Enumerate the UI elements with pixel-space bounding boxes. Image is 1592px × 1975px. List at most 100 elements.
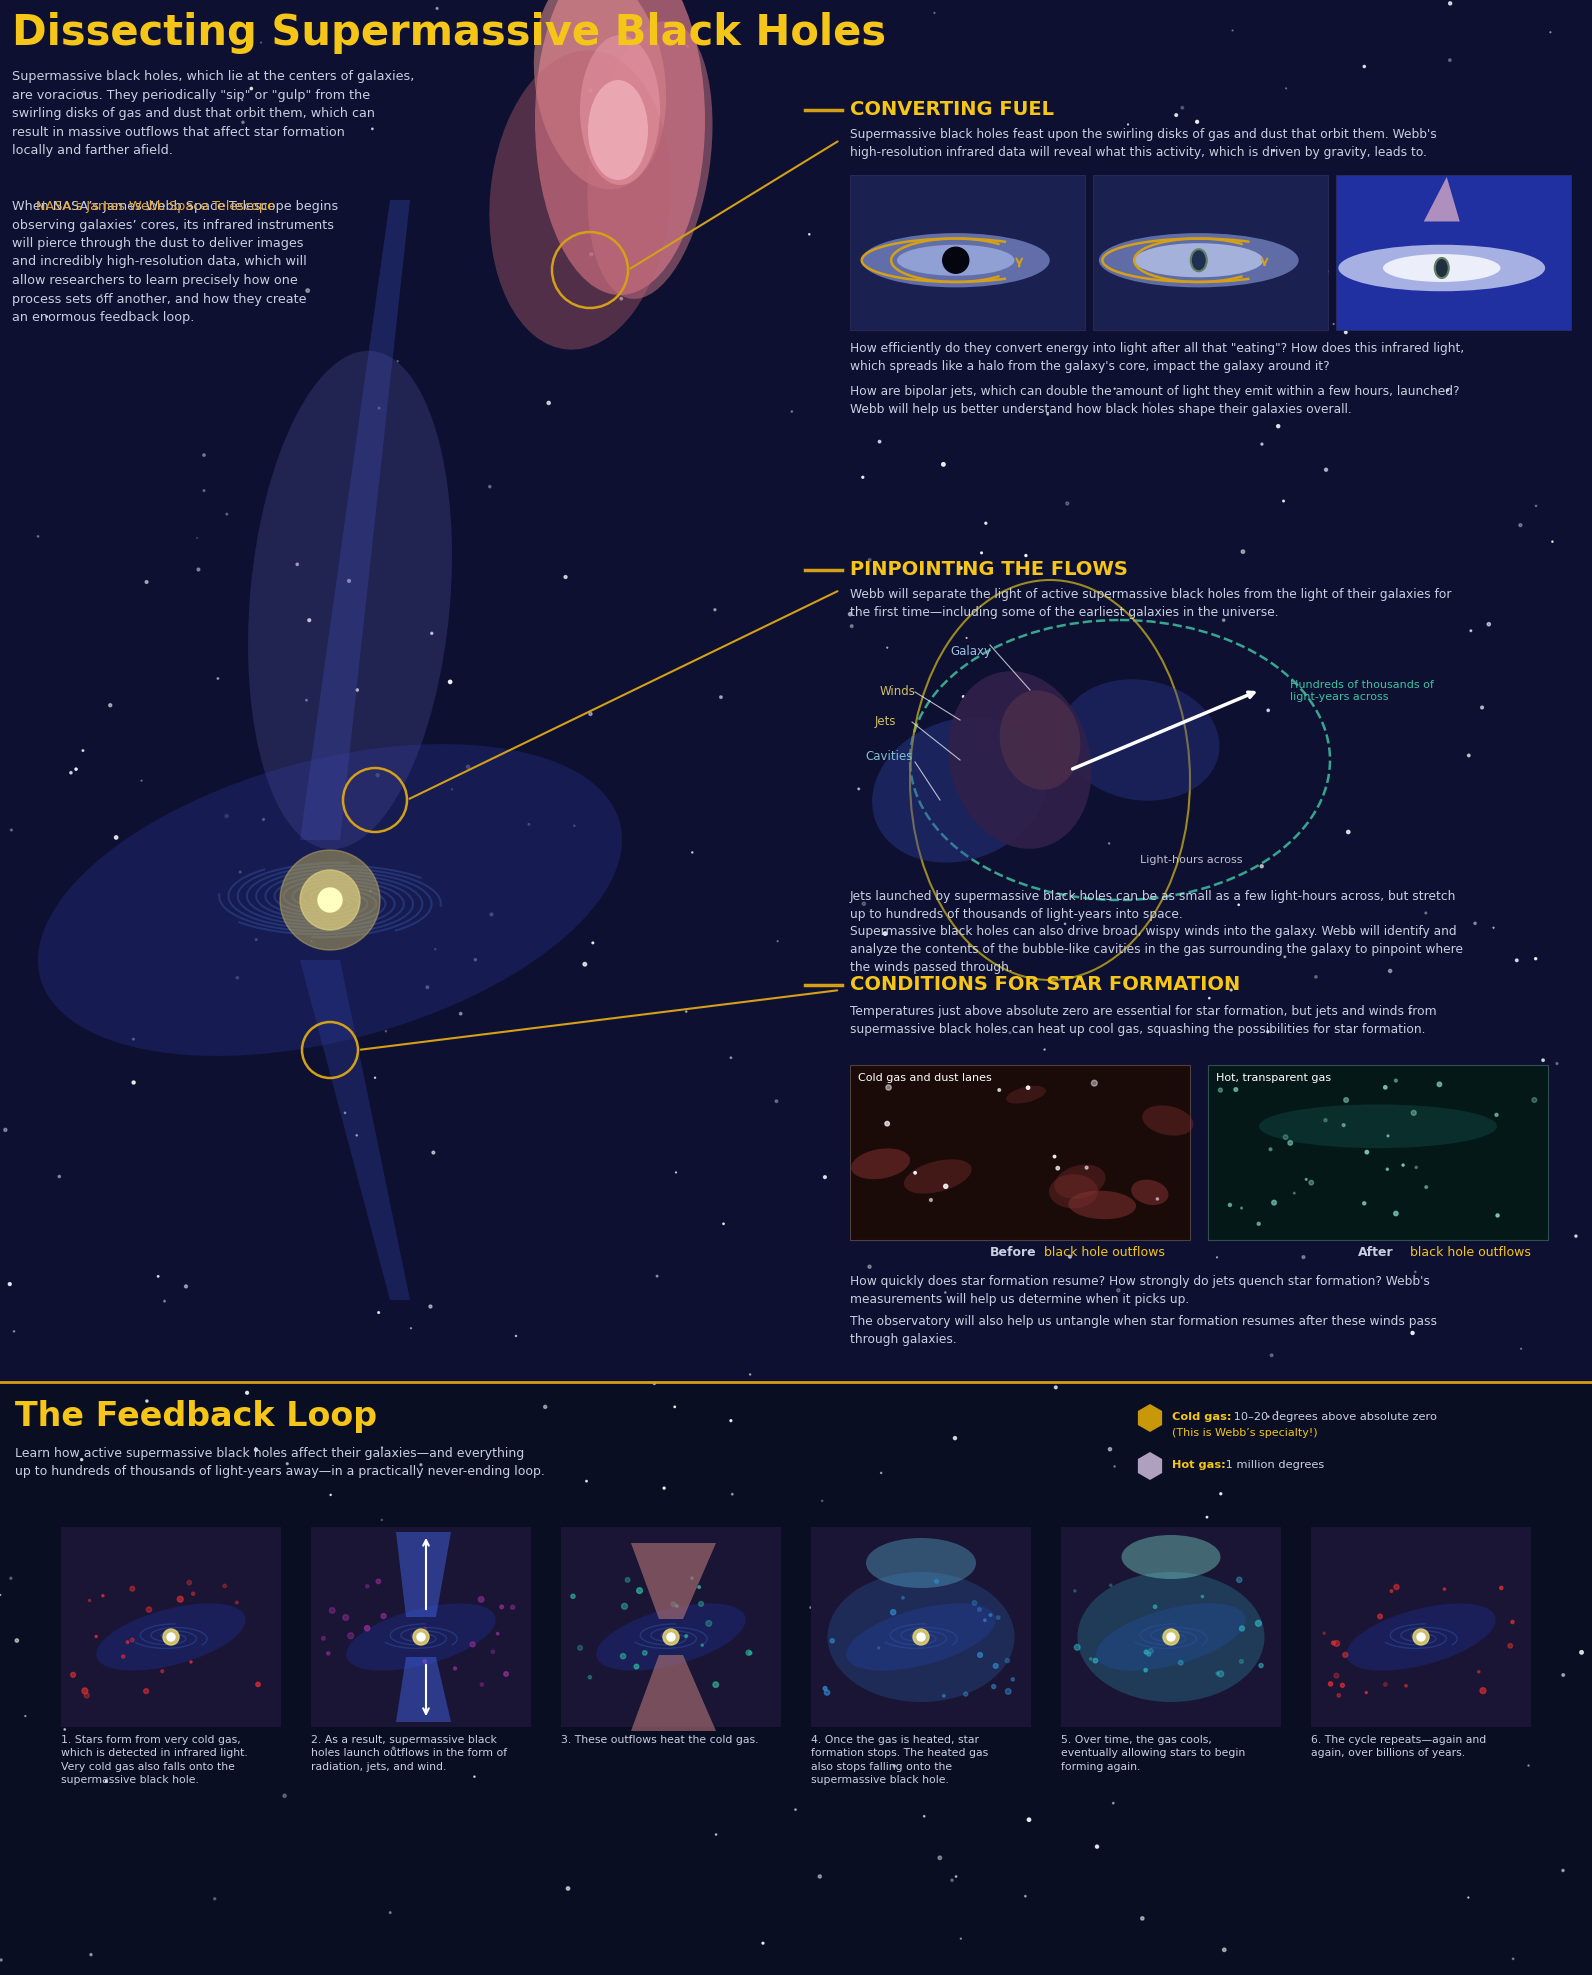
Circle shape xyxy=(863,1618,866,1619)
Circle shape xyxy=(322,1637,325,1639)
Circle shape xyxy=(944,1185,947,1189)
Ellipse shape xyxy=(828,1572,1014,1702)
Circle shape xyxy=(1267,709,1269,711)
Circle shape xyxy=(189,1661,193,1663)
Bar xyxy=(0,0,1592,1381)
Text: CONDITIONS FOR STAR FORMATION: CONDITIONS FOR STAR FORMATION xyxy=(850,976,1240,993)
Text: Supermassive black holes can also drive broad, wispy winds into the galaxy. Webb: Supermassive black holes can also drive … xyxy=(850,924,1463,974)
Circle shape xyxy=(377,407,380,409)
Circle shape xyxy=(1395,1584,1399,1590)
Circle shape xyxy=(720,695,723,699)
Circle shape xyxy=(885,1122,890,1126)
Bar xyxy=(1310,1527,1532,1726)
Circle shape xyxy=(935,1580,938,1584)
Circle shape xyxy=(108,703,111,707)
Ellipse shape xyxy=(1006,1086,1046,1104)
Circle shape xyxy=(1272,1201,1277,1205)
Circle shape xyxy=(1240,1659,1243,1663)
Circle shape xyxy=(1395,1078,1398,1082)
Circle shape xyxy=(1309,1181,1313,1185)
Circle shape xyxy=(868,559,871,561)
Circle shape xyxy=(901,1596,904,1600)
Circle shape xyxy=(893,1766,895,1768)
Circle shape xyxy=(993,1663,998,1669)
Circle shape xyxy=(1229,1203,1232,1207)
Circle shape xyxy=(1474,922,1476,924)
Polygon shape xyxy=(299,199,411,839)
Circle shape xyxy=(1574,1234,1578,1236)
Circle shape xyxy=(497,1633,498,1635)
Polygon shape xyxy=(630,1542,716,1620)
Bar xyxy=(1060,1527,1282,1726)
Circle shape xyxy=(583,962,586,966)
Text: Dissecting Supermassive Black Holes: Dissecting Supermassive Black Holes xyxy=(13,12,887,53)
Circle shape xyxy=(1202,1596,1204,1598)
Text: 1. Stars form from very cold gas,
which is detected in infrared light.
Very cold: 1. Stars form from very cold gas, which … xyxy=(60,1734,248,1785)
Circle shape xyxy=(653,1382,656,1384)
Circle shape xyxy=(860,1199,863,1203)
Circle shape xyxy=(245,1392,248,1394)
Ellipse shape xyxy=(533,0,665,190)
Ellipse shape xyxy=(896,245,1014,277)
Circle shape xyxy=(1382,1720,1385,1724)
Circle shape xyxy=(849,612,852,616)
Circle shape xyxy=(10,1578,13,1580)
Polygon shape xyxy=(396,1657,451,1722)
Circle shape xyxy=(1347,830,1350,833)
Circle shape xyxy=(299,871,360,930)
Circle shape xyxy=(1315,976,1317,978)
Circle shape xyxy=(89,1953,92,1955)
Circle shape xyxy=(131,1637,134,1641)
Circle shape xyxy=(347,579,350,583)
Circle shape xyxy=(938,1856,941,1860)
Circle shape xyxy=(1094,1659,1097,1663)
Circle shape xyxy=(1089,1612,1092,1616)
Circle shape xyxy=(492,1651,495,1653)
Circle shape xyxy=(1345,332,1347,334)
Circle shape xyxy=(1522,1582,1524,1584)
Circle shape xyxy=(1438,1082,1442,1086)
Ellipse shape xyxy=(587,22,713,298)
Bar xyxy=(560,1527,782,1726)
Circle shape xyxy=(1543,1059,1544,1061)
Circle shape xyxy=(973,1600,977,1606)
Text: Temperatures just above absolute zero are essential for star formation, but jets: Temperatures just above absolute zero ar… xyxy=(850,1005,1436,1037)
Circle shape xyxy=(885,1084,892,1090)
Bar xyxy=(810,1527,1032,1726)
Circle shape xyxy=(997,1616,1000,1620)
Circle shape xyxy=(1175,115,1178,117)
Ellipse shape xyxy=(1098,233,1299,288)
Circle shape xyxy=(1054,1386,1057,1388)
Text: Winds: Winds xyxy=(880,685,915,697)
Circle shape xyxy=(589,253,592,255)
Circle shape xyxy=(242,120,244,124)
Circle shape xyxy=(59,1175,60,1177)
Circle shape xyxy=(1248,286,1251,288)
Circle shape xyxy=(1331,1641,1336,1645)
Circle shape xyxy=(1305,223,1307,225)
Circle shape xyxy=(1269,1147,1272,1151)
Ellipse shape xyxy=(1000,691,1081,790)
Circle shape xyxy=(380,1614,385,1618)
Circle shape xyxy=(977,1608,981,1612)
Bar xyxy=(850,176,1086,330)
Circle shape xyxy=(1261,865,1262,867)
Circle shape xyxy=(454,1667,457,1671)
Circle shape xyxy=(977,1653,982,1657)
Circle shape xyxy=(174,1655,177,1659)
Circle shape xyxy=(1027,1086,1030,1090)
Circle shape xyxy=(1562,1870,1563,1872)
Circle shape xyxy=(930,1199,933,1201)
Ellipse shape xyxy=(535,0,705,294)
Circle shape xyxy=(89,1600,91,1602)
Circle shape xyxy=(567,1886,570,1890)
Circle shape xyxy=(224,814,228,818)
Circle shape xyxy=(256,1683,259,1687)
Circle shape xyxy=(1516,960,1519,962)
Circle shape xyxy=(1444,1588,1446,1590)
Circle shape xyxy=(307,618,310,622)
Text: CONVERTING FUEL: CONVERTING FUEL xyxy=(850,101,1054,118)
Circle shape xyxy=(489,486,490,488)
Circle shape xyxy=(1270,1355,1274,1357)
Circle shape xyxy=(1511,1620,1514,1623)
